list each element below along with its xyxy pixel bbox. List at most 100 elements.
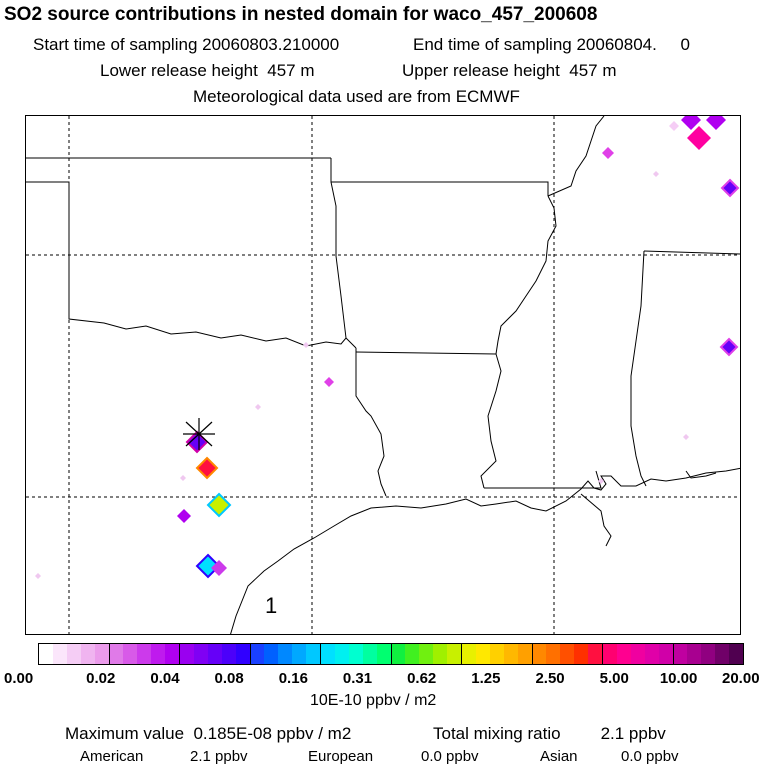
- colorbar-swatch: [574, 644, 589, 664]
- plume-dot: [180, 475, 186, 481]
- colorbar-segment: [109, 644, 180, 664]
- asian-value: 0.0 ppbv: [621, 748, 679, 765]
- colorbar-swatch: [391, 644, 406, 664]
- colorbar-segment: [180, 644, 251, 664]
- colorbar-swatch: [462, 644, 476, 664]
- plume-patch: [720, 178, 740, 198]
- colorbar-swatch: [687, 644, 702, 664]
- colorbar-segment: [673, 644, 744, 664]
- state-borders: [26, 116, 740, 497]
- colorbar-segment: [532, 644, 603, 664]
- oklahoma-arkansas-border: [330, 181, 347, 339]
- colorbar-swatch: [264, 644, 279, 664]
- gulf-coastline: [230, 467, 740, 634]
- plume-dot: [303, 342, 309, 348]
- colorbar-tick-label: 0.31: [342, 670, 373, 687]
- colorbar-tick-label: 0.02: [86, 670, 116, 687]
- colorbar-tick-label: 10.00: [659, 670, 698, 687]
- colorbar-swatch: [447, 644, 462, 664]
- colorbar-swatch: [701, 644, 716, 664]
- max-value-label: Maximum value 0.185E-08 ppbv / m2: [65, 724, 352, 743]
- texas-louisiana-border: [355, 348, 387, 497]
- colorbar-swatch: [630, 644, 645, 664]
- colorbar-swatch: [306, 644, 321, 664]
- colorbar-swatch: [235, 644, 250, 664]
- colorbar-tick-label: 1.25: [471, 670, 501, 687]
- colorbar-swatch: [321, 644, 335, 664]
- map-panel: 1: [25, 115, 741, 635]
- mississippi-alabama-border: [630, 250, 647, 487]
- plume-dot: [177, 509, 191, 523]
- louisiana-mississippi-south-border: [484, 470, 602, 489]
- colorbar-swatch: [715, 644, 730, 664]
- european-label: European: [308, 748, 374, 765]
- colorbar-swatch: [137, 644, 152, 664]
- colorbar-swatch: [80, 644, 95, 664]
- tennessee-border: [643, 250, 740, 255]
- colorbar-swatch: [546, 644, 561, 664]
- colorbar-segment: [603, 644, 674, 664]
- colorbar-swatch: [489, 644, 504, 664]
- colorbar-swatch: [94, 644, 109, 664]
- colorbar-segment: [250, 644, 321, 664]
- coastline-path: [230, 467, 740, 634]
- mississippi-river-north: [547, 116, 605, 197]
- colorbar-tick-label: 0.16: [278, 670, 308, 687]
- map-canvas: 1: [26, 116, 740, 634]
- plume-patch: [706, 116, 726, 130]
- plume-patch: [206, 492, 232, 518]
- texas-panhandle-border: [26, 181, 70, 255]
- plume-dot: [669, 121, 679, 131]
- american-value: 2.1 ppbv: [190, 748, 248, 765]
- colorbar-swatch: [292, 644, 307, 664]
- colorbar-segment: [321, 644, 392, 664]
- plume-patch: [687, 126, 711, 150]
- colorbar-segment: [391, 644, 462, 664]
- plume-patch: [195, 456, 219, 480]
- total-mixing-label: Total mixing ratio: [433, 724, 561, 743]
- colorbar-swatch: [503, 644, 518, 664]
- alabama-coast-border: [685, 470, 717, 479]
- red-river-border: [68, 255, 357, 349]
- total-mixing-value: 2.1 ppbv: [600, 724, 666, 743]
- asian-label: Asian: [540, 748, 578, 765]
- mississippi-delta: [580, 493, 612, 547]
- source-marker-icon: [183, 418, 215, 450]
- colorbar-swatch: [517, 644, 532, 664]
- colorbar-swatch: [616, 644, 631, 664]
- colorbar-swatch: [729, 644, 744, 664]
- colorbar-segment: [462, 644, 533, 664]
- colorbar-swatch: [221, 644, 236, 664]
- colorbar-swatch: [151, 644, 166, 664]
- mississippi-river-border: [480, 195, 557, 489]
- colorbar-swatch: [603, 644, 617, 664]
- region-label: 1: [265, 593, 277, 618]
- colorbar-tick-label: 2.50: [535, 670, 565, 687]
- colorbar-swatch: [39, 644, 53, 664]
- colorbar-swatch: [348, 644, 363, 664]
- colorbar-swatch: [193, 644, 208, 664]
- colorbar-swatch: [180, 644, 194, 664]
- colorbar-swatch: [250, 644, 265, 664]
- colorbar-swatch: [52, 644, 67, 664]
- plume-dot: [598, 478, 604, 484]
- plume-dot: [683, 434, 689, 440]
- colorbar-swatch: [207, 644, 222, 664]
- colorbar-tick-label: 0.08: [214, 670, 244, 687]
- colorbar-tick-label: 5.00: [599, 670, 629, 687]
- plume-dot: [324, 377, 334, 387]
- colorbar-swatch: [673, 644, 688, 664]
- colorbar-swatch: [532, 644, 547, 664]
- grid-lines: [26, 116, 740, 634]
- plume-dot: [602, 147, 614, 159]
- colorbar-swatch: [560, 644, 575, 664]
- colorbar-swatch: [588, 644, 603, 664]
- plume-patch: [719, 337, 739, 357]
- colorbar-swatch: [658, 644, 673, 664]
- colorbar-swatch: [123, 644, 138, 664]
- map-title: SO2 source contributions in nested domai…: [4, 4, 598, 25]
- plume-patch: [681, 116, 701, 130]
- met-data-label: Meteorological data used are from ECMWF: [193, 87, 520, 106]
- plume-dot: [653, 171, 659, 177]
- total-mixing-row: Total mixing ratio 2.1 ppbv: [433, 724, 666, 744]
